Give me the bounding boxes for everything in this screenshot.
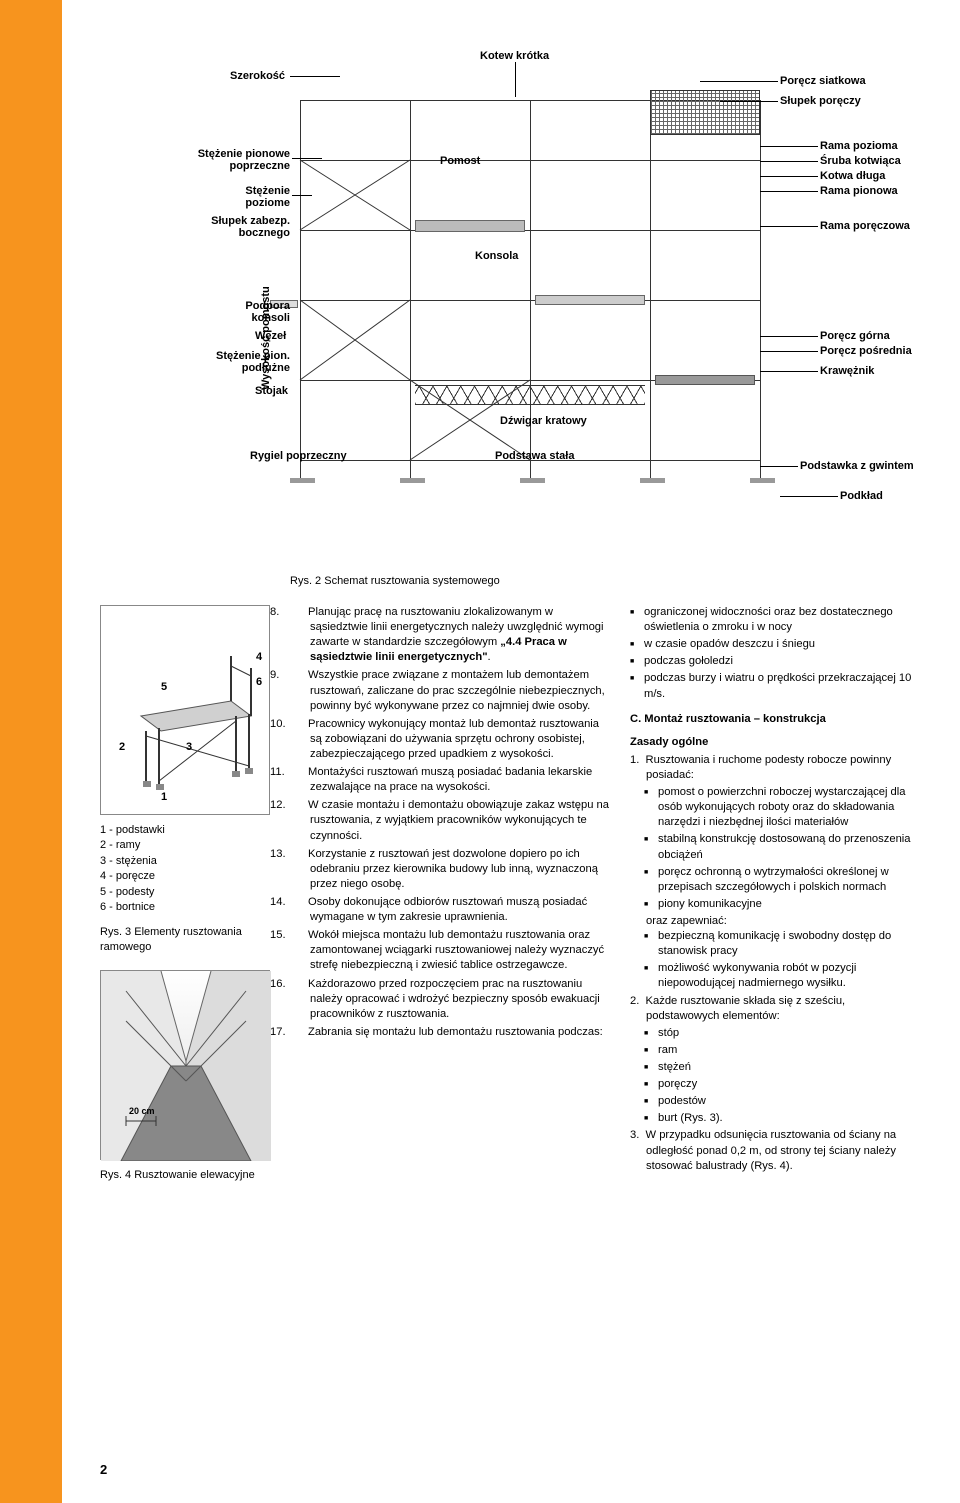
sub-bullet: stóp bbox=[630, 1026, 920, 1041]
mid-list-item: 11.Montażyści rusztowań muszą posiadać b… bbox=[290, 765, 610, 795]
label-rama-pozioma: Rama pozioma bbox=[820, 140, 898, 152]
fig4-caption: Rys. 4 Rusztowanie elewacyjne bbox=[100, 1168, 270, 1182]
bullet-17: podczas burzy i wiatru o prędkości przek… bbox=[630, 671, 920, 701]
right-item-2: 2. Każde rusztowanie składa się z sześci… bbox=[630, 994, 920, 1024]
bullet-17: w czasie opadów deszczu i śniegu bbox=[630, 637, 920, 652]
label-porecz-gorna: Poręcz górna bbox=[820, 330, 890, 342]
fig4-dim: 20 cm bbox=[129, 1106, 155, 1116]
right-item-3: 3. W przypadku odsunięcia rusztowania od… bbox=[630, 1128, 920, 1173]
fig3-legend: 1 - podstawki 2 - ramy 3 - stężenia 4 - … bbox=[100, 823, 270, 915]
fig2-caption: Rys. 2 Schemat rusztowania systemowego bbox=[290, 575, 500, 587]
fig3-num-3: 3 bbox=[186, 741, 192, 753]
fig3-num-2: 2 bbox=[119, 741, 125, 753]
label-kotwa-dluga: Kotwa długa bbox=[820, 170, 885, 182]
fig3-num-1: 1 bbox=[161, 791, 167, 803]
bullet-17: ograniczonej widoczności oraz bez dostat… bbox=[630, 605, 920, 635]
fig3-num-5: 5 bbox=[161, 681, 167, 693]
mid-list-item: 13.Korzystanie z rusztowań jest dozwolon… bbox=[290, 847, 610, 892]
fig3-leg-5: 5 - podesty bbox=[100, 885, 270, 900]
label-szerokosc: Szerokość bbox=[230, 70, 285, 82]
page-number: 2 bbox=[100, 1462, 107, 1477]
label-porecz-posrednia: Poręcz pośrednia bbox=[820, 345, 912, 357]
fig3-caption: Rys. 3 Elementy rusztowania ramowego bbox=[100, 925, 270, 954]
section-c-head: C. Montaż rusztowania – konstrukcja bbox=[630, 712, 920, 727]
label-stez-pion-poprz: Stężenie pionowe poprzeczne bbox=[195, 148, 290, 172]
label-dzwigar: Dźwigar kratowy bbox=[500, 415, 587, 427]
bullet-17: podczas gołoledzi bbox=[630, 654, 920, 669]
mid-list-item: 9.Wszystkie prace związane z montażem lu… bbox=[290, 668, 610, 713]
sub-bullet: burt (Rys. 3). bbox=[630, 1111, 920, 1126]
sub-bullet: stężeń bbox=[630, 1060, 920, 1075]
fig3-leg-3: 3 - stężenia bbox=[100, 854, 270, 869]
label-konsola: Konsola bbox=[475, 250, 518, 262]
item3-text: W przypadku odsunięcia rusztowania od śc… bbox=[646, 1129, 897, 1171]
sub-bullet: stabilną konstrukcję dostosowaną do prze… bbox=[630, 832, 920, 862]
sub-bullet: poręcz ochronną o wytrzymałości określon… bbox=[630, 865, 920, 895]
fig3-leg-4: 4 - poręcze bbox=[100, 869, 270, 884]
label-rama-poreczowa: Rama poręczowa bbox=[820, 220, 910, 232]
mid-list-item: 16.Każdorazowo przed rozpoczęciem prac n… bbox=[290, 977, 610, 1022]
item1-lead2: oraz zapewniać: bbox=[630, 914, 920, 929]
label-pomost: Pomost bbox=[440, 155, 480, 167]
label-wezel: Węzeł bbox=[255, 330, 286, 342]
fig4-diagram: 20 cm bbox=[100, 970, 270, 1160]
label-rama-pionowa: Rama pionowa bbox=[820, 185, 898, 197]
sub-bullet: poręczy bbox=[630, 1077, 920, 1092]
orange-sidebar bbox=[0, 0, 62, 1503]
fig3-diagram: 1 2 3 4 5 6 bbox=[100, 605, 270, 815]
fig3-leg-1: 1 - podstawki bbox=[100, 823, 270, 838]
sub-bullet: piony komunikacyjne bbox=[630, 897, 920, 912]
middle-column: 8.Planując pracę na rusztowaniu zlokaliz… bbox=[290, 605, 610, 1182]
mid-list-item: 14.Osoby dokonujące odbiorów rusztowań m… bbox=[290, 895, 610, 925]
label-stez-pion-podl: Stężenie pion. podłużne bbox=[210, 350, 290, 374]
item2-lead: Każde rusztowanie składa się z sześciu, … bbox=[646, 995, 846, 1022]
mid-list-item: 8.Planując pracę na rusztowaniu zlokaliz… bbox=[290, 605, 610, 665]
left-column: 1 2 3 4 5 6 1 - podstawki 2 - ramy 3 - s… bbox=[100, 605, 270, 1182]
right-item-1: 1. Rusztowania i ruchome podesty robocze… bbox=[630, 753, 920, 783]
label-slupek-poreczy: Słupek poręczy bbox=[780, 95, 861, 107]
sub-bullet: bezpieczną komunikację i swobodny dostęp… bbox=[630, 929, 920, 959]
content-columns: 1 2 3 4 5 6 1 - podstawki 2 - ramy 3 - s… bbox=[100, 605, 920, 1182]
mid-list-item: 12.W czasie montażu i demontażu obowiązu… bbox=[290, 798, 610, 843]
fig3-leg-2: 2 - ramy bbox=[100, 838, 270, 853]
sub-bullet: pomost o powierzchni roboczej wystarczaj… bbox=[630, 785, 920, 830]
label-podstawka-gwint: Podstawka z gwintem bbox=[800, 460, 914, 472]
item1-lead: Rusztowania i ruchome podesty robocze po… bbox=[646, 754, 892, 781]
label-porecz-siatkowa: Poręcz siatkowa bbox=[780, 75, 866, 87]
fig3-num-6: 6 bbox=[256, 676, 262, 688]
label-podpora-konsoli: Podpora konsoli bbox=[230, 300, 290, 324]
mid-list-item: 17.Zabrania się montażu lub demontażu ru… bbox=[290, 1025, 610, 1040]
label-sruba-kotw: Śruba kotwiąca bbox=[820, 155, 901, 167]
mid-list-item: 10.Pracownicy wykonujący montaż lub demo… bbox=[290, 717, 610, 762]
mid-list-item: 15.Wokół miejsca montażu lub demontażu r… bbox=[290, 928, 610, 973]
label-stez-poziome: Stężenie poziome bbox=[230, 185, 290, 209]
fig3-num-4: 4 bbox=[256, 651, 262, 663]
sub-bullet: podestów bbox=[630, 1094, 920, 1109]
sub-bullet: ram bbox=[630, 1043, 920, 1058]
label-podklad: Podkład bbox=[840, 490, 883, 502]
right-column: ograniczonej widoczności oraz bez dostat… bbox=[630, 605, 920, 1182]
label-kotew-krotka: Kotew krótka bbox=[480, 50, 549, 62]
sub-bullet: możliwość wykonywania robót w pozycji ni… bbox=[630, 961, 920, 991]
label-podstawa-stala: Podstawa stała bbox=[495, 450, 574, 462]
main-diagram: Wysokość pomostu bbox=[100, 40, 920, 550]
label-kraweznik: Krawężnik bbox=[820, 365, 874, 377]
label-rygiel: Rygiel poprzeczny bbox=[250, 450, 347, 462]
fig3-leg-6: 6 - bortnice bbox=[100, 900, 270, 915]
label-stojak: Stojak bbox=[255, 385, 288, 397]
zasady-head: Zasady ogólne bbox=[630, 735, 920, 750]
label-slupek-boczny: Słupek zabezp. bocznego bbox=[200, 215, 290, 239]
